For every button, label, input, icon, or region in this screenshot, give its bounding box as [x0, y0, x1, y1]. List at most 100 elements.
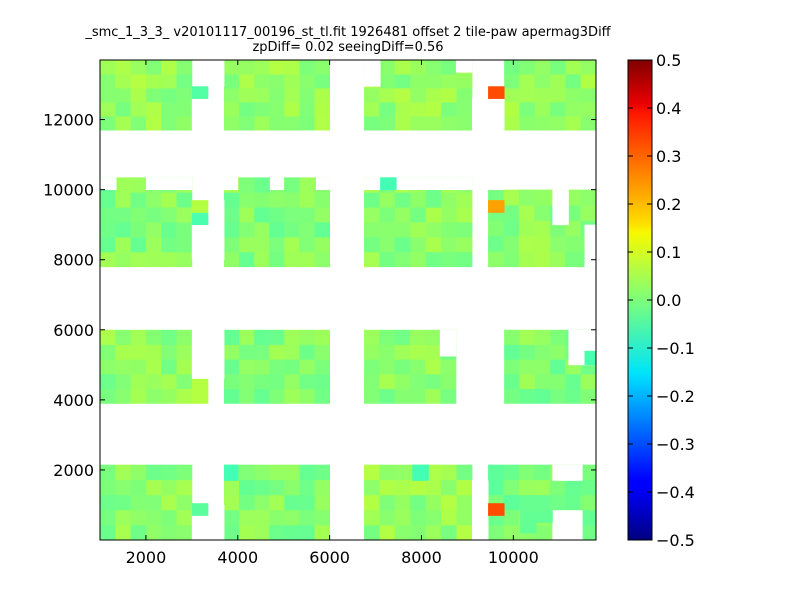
heatmap-cell: [410, 509, 427, 526]
heatmap-cell: [364, 207, 380, 223]
heatmap-cell: [161, 102, 177, 117]
heatmap-cell: [224, 479, 240, 496]
heatmap-cell: [580, 464, 597, 481]
heatmap-cell: [115, 373, 132, 390]
heatmap-cell: [284, 102, 300, 117]
heatmap-cell: [145, 344, 162, 360]
heatmap-cell: [565, 189, 581, 206]
heatmap-cell: [314, 207, 331, 223]
heatmap-cell: [410, 116, 427, 131]
heatmap-cell: [425, 74, 442, 89]
heatmap-cell: [145, 102, 162, 117]
heatmap-cell: [224, 60, 240, 75]
heatmap-cell: [364, 236, 380, 253]
heatmap-cell: [534, 235, 551, 252]
heatmap-cell: [224, 494, 240, 511]
heatmap-cell: [254, 236, 270, 253]
heatmap-cell: [534, 524, 551, 541]
y-tick-label: 10000: [43, 181, 94, 200]
heatmap-cell: [314, 236, 331, 253]
heatmap-cell: [269, 60, 285, 75]
heatmap-cell: [314, 222, 331, 238]
heatmap-gap: [552, 510, 583, 541]
heatmap-cell: [410, 524, 427, 541]
heatmap-cell: [130, 524, 147, 541]
heatmap-cell: [299, 509, 315, 526]
heatmap-cell: [441, 207, 457, 223]
heatmap-cell: [269, 88, 285, 103]
heatmap-cell: [504, 388, 520, 404]
heatmap-cell: [176, 479, 193, 496]
heatmap-cell: [299, 102, 315, 117]
heatmap-cell: [534, 359, 551, 375]
heatmap-cell: [580, 74, 597, 89]
heatmap-cell: [519, 102, 536, 117]
heatmap-cell: [519, 88, 536, 103]
heatmap-cell: [224, 236, 240, 253]
heatmap-cell: [299, 494, 315, 511]
heatmap-cell: [314, 102, 331, 117]
heatmap-gap: [472, 480, 489, 541]
heatmap-cell: [115, 60, 132, 75]
heatmap-cell: [425, 524, 442, 541]
heatmap-cell: [145, 222, 162, 238]
heatmap-cell: [100, 479, 116, 496]
heatmap-cell: [191, 503, 209, 516]
heatmap-cell: [488, 464, 504, 481]
heatmap-cell: [284, 251, 300, 268]
heatmap-cell: [534, 60, 551, 75]
colorbar-tick-label: 0.5: [656, 51, 681, 70]
heatmap-cell: [145, 74, 162, 89]
heatmap-cell: [269, 479, 285, 496]
heatmap-cell: [145, 329, 162, 345]
heatmap-cell: [100, 344, 116, 360]
heatmap-cell: [410, 207, 427, 223]
heatmap-cell: [441, 116, 457, 131]
heatmap-cell: [550, 60, 566, 75]
heatmap-cell: [176, 251, 193, 268]
heatmap-cell: [100, 524, 116, 541]
heatmap-cell: [549, 494, 566, 511]
heatmap-cell: [364, 329, 380, 345]
heatmap-cell: [115, 509, 132, 526]
heatmap-cell: [549, 251, 566, 268]
heatmap-cell: [239, 524, 255, 541]
heatmap-cell: [299, 373, 315, 390]
heatmap-cell: [130, 388, 147, 404]
heatmap-cell: [580, 388, 597, 404]
heatmap-cell: [584, 350, 597, 366]
heatmap-cell: [254, 116, 270, 131]
heatmap-cell: [130, 88, 147, 103]
heatmap-cell: [176, 88, 193, 103]
heatmap-cell: [239, 464, 255, 481]
heatmap-cell: [565, 479, 581, 496]
heatmap-cell: [284, 74, 300, 89]
heatmap-cell: [314, 116, 331, 131]
heatmap-cell: [100, 509, 116, 526]
heatmap-cell: [130, 192, 147, 208]
heatmap-cell: [299, 388, 315, 404]
heatmap-cell: [269, 192, 285, 208]
heatmap-cell: [284, 60, 300, 75]
heatmap-cell: [456, 494, 473, 511]
heatmap-cell: [284, 177, 300, 193]
heatmap-cell: [254, 344, 270, 360]
heatmap-cell: [100, 494, 116, 511]
heatmap-cell: [549, 479, 566, 496]
heatmap-cell: [550, 359, 566, 375]
heatmap-cell: [379, 88, 396, 103]
heatmap-cell: [100, 236, 116, 253]
heatmap-cell: [379, 509, 396, 526]
heatmap-cell: [410, 222, 427, 238]
heatmap-cell: [145, 251, 162, 268]
colorbar-tick-label: −0.5: [656, 531, 695, 550]
heatmap-cell: [100, 329, 116, 345]
colorbar: −0.5 −0.4 −0.3 −0.2 −0.1 0.0 0.1 0.2 0.3 0.4 0.5: [627, 51, 695, 550]
heatmap-cell: [425, 509, 442, 526]
heatmap-cell: [254, 60, 270, 75]
heatmap-cell: [364, 359, 380, 375]
heatmap-cell: [161, 192, 177, 208]
heatmap-cell: [488, 220, 504, 237]
heatmap-cell: [534, 373, 551, 390]
heatmap-cell: [239, 359, 255, 375]
